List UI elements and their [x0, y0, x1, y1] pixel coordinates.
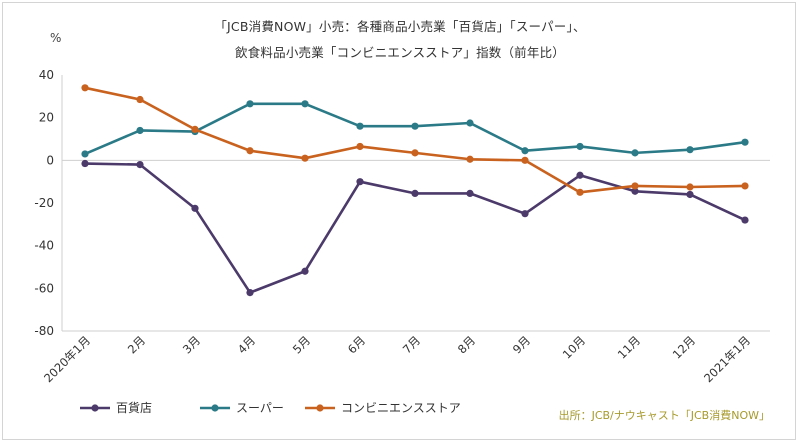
y-tick-label: 20 [39, 111, 54, 125]
data-point [81, 150, 89, 158]
data-point [191, 204, 199, 212]
data-point [521, 147, 529, 155]
data-point [576, 171, 584, 179]
legend-swatch-marker [316, 404, 324, 412]
data-point [686, 146, 694, 154]
data-point [356, 178, 364, 186]
series-line-3 [84, 86, 746, 194]
legend-label: 百貨店 [116, 400, 152, 415]
y-tick-label: -60 [34, 281, 54, 295]
legend-swatch-marker [211, 404, 219, 412]
x-tick-label: 5月 [290, 333, 313, 356]
data-point [136, 161, 144, 169]
x-tick-label: 8月 [455, 333, 478, 356]
data-point [741, 216, 749, 224]
y-tick-label: -80 [34, 324, 54, 338]
series-line-1 [84, 162, 746, 294]
data-point [81, 84, 89, 92]
data-point [576, 142, 584, 151]
data-point [466, 119, 474, 127]
x-tick-label: 2021年1月 [701, 333, 753, 385]
data-point [521, 210, 529, 218]
x-tick-label: 10月 [560, 333, 588, 361]
data-point [301, 100, 309, 108]
y-axis-unit: % [50, 31, 62, 45]
data-point [191, 125, 199, 133]
data-point [631, 187, 639, 195]
data-point [741, 138, 749, 146]
data-point [466, 189, 474, 197]
x-tick-label: 9月 [510, 333, 533, 356]
data-point [521, 156, 529, 164]
data-point [356, 142, 364, 151]
x-tick-label: 4月 [235, 333, 258, 356]
data-point [576, 188, 584, 196]
x-tick-label: 2020年1月 [41, 333, 93, 385]
chart-frame [2, 2, 796, 440]
data-point [246, 147, 254, 155]
legend-label: スーパー [236, 401, 284, 415]
data-point [356, 122, 364, 130]
source-note: 出所：JCB/ナウキャスト「JCB消費NOW」 [558, 409, 770, 422]
data-point [466, 155, 474, 163]
data-point [301, 154, 309, 162]
data-point [81, 159, 89, 168]
data-point [301, 267, 309, 275]
data-point [246, 289, 254, 297]
data-point [686, 183, 694, 191]
chart-title-line1: 「JCB消費NOW」小売：各種商品小売業「百貨店」「スーパー」、 [214, 19, 586, 34]
x-tick-label: 6月 [345, 333, 368, 356]
data-point [136, 95, 144, 104]
x-tick-label: 7月 [400, 333, 423, 356]
data-point [411, 189, 419, 197]
data-point [411, 122, 419, 130]
data-point [246, 100, 254, 108]
data-point [136, 126, 144, 135]
data-point [631, 182, 639, 190]
data-point [686, 190, 694, 199]
y-tick-label: -20 [34, 196, 54, 210]
chart-title-line2: 飲食料品小売業「コンビニエンスストア」指数（前年比） [235, 45, 565, 60]
x-tick-label: 11月 [615, 333, 643, 361]
y-tick-label: 0 [46, 153, 54, 167]
y-tick-label: 40 [39, 68, 54, 82]
legend-label: コンビニエンスストア [341, 401, 461, 415]
data-point [411, 149, 419, 157]
x-tick-label: 2月 [125, 333, 148, 356]
data-point [631, 149, 639, 157]
x-tick-label: 12月 [670, 333, 698, 361]
x-tick-label: 3月 [180, 333, 203, 356]
data-point [741, 182, 749, 190]
y-tick-label: -40 [34, 239, 54, 253]
legend-swatch-marker [91, 404, 99, 412]
